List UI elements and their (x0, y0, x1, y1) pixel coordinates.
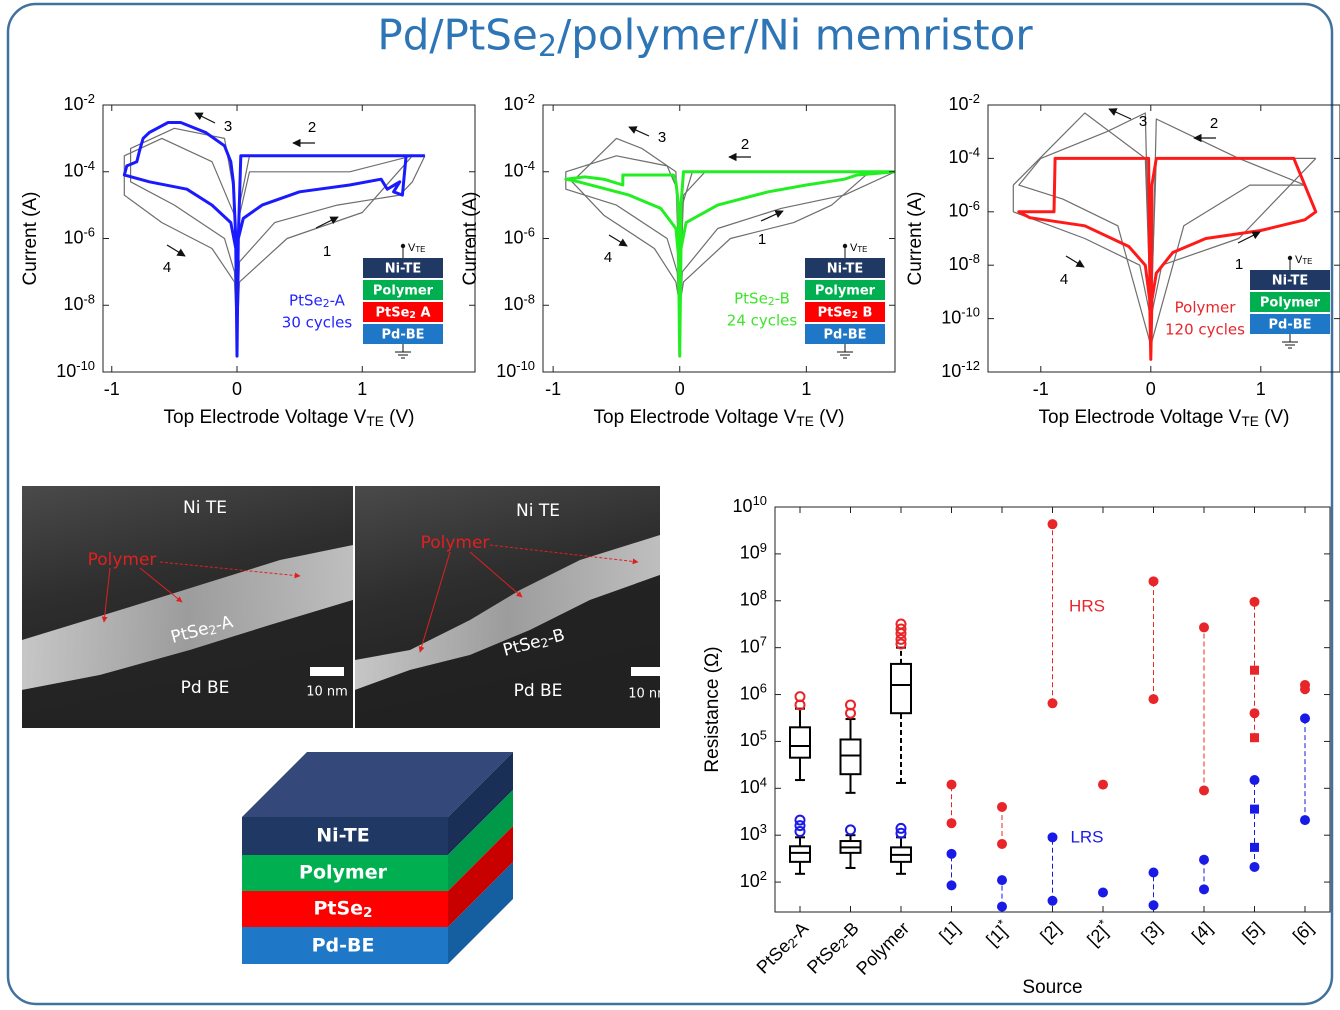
tem-label: Polymer (88, 550, 157, 570)
tem-image: Ni TE Polymer PtSe2-A Pd BE 10 nm (22, 486, 353, 728)
x-tick-label: 0 (232, 379, 242, 399)
inset-layer-label: Pd-BE (823, 328, 866, 343)
scale-bar-label: 10 nm (306, 685, 348, 700)
page-title: Pd/PtSe2/polymer/Ni memristor (377, 11, 1033, 64)
inset-layer-label: Polymer (815, 284, 876, 299)
inset-layer-label: Polymer (1260, 296, 1321, 311)
sample-label: 30 cycles (282, 314, 353, 332)
state-label: LRS (1070, 827, 1103, 846)
point-square (1250, 843, 1259, 852)
point (1098, 780, 1108, 790)
inset-terminal (401, 244, 405, 248)
sweep-number: 3 (658, 129, 666, 146)
point (1149, 900, 1159, 910)
inset-terminal (843, 244, 847, 248)
inset-layer-label: PtSe2 B (818, 306, 873, 322)
point (1048, 519, 1058, 529)
state-label: HRS (1069, 596, 1105, 615)
point (997, 839, 1007, 849)
point (1250, 775, 1260, 785)
point (1300, 684, 1310, 694)
tem-label: Ni TE (183, 498, 227, 518)
inset-layer-label: PtSe2 A (375, 306, 430, 322)
point (947, 818, 957, 828)
point (1149, 694, 1159, 704)
layer-label: Pd-BE (312, 935, 375, 957)
x-tick-label: 1 (1256, 379, 1266, 399)
point (1048, 832, 1058, 842)
layer-label: Polymer (299, 862, 388, 884)
sweep-number: 3 (1139, 113, 1147, 130)
sweep-number: 4 (163, 259, 171, 276)
point (1300, 713, 1310, 723)
x-tick-label: -1 (104, 379, 120, 399)
tem-label: Pd BE (181, 678, 230, 698)
inset-layer-label: Polymer (373, 284, 434, 299)
inset-terminal (1288, 256, 1292, 260)
sample-label: PtSe2-B (734, 290, 790, 309)
point (1250, 708, 1260, 718)
sweep-number: 2 (308, 119, 316, 136)
sweep-number: 4 (1060, 271, 1068, 288)
tem-image: Ni TE Polymer PtSe2-B Pd BE 10 nm (355, 486, 670, 728)
point (1199, 855, 1209, 865)
tem-label: Polymer (421, 533, 490, 553)
point (997, 802, 1007, 812)
point (1300, 815, 1310, 825)
sweep-number: 3 (224, 118, 232, 135)
sample-label: 120 cycles (1165, 321, 1245, 339)
point (997, 875, 1007, 885)
sweep-number: 4 (604, 249, 612, 266)
inset-layer-label: Pd-BE (1268, 318, 1311, 333)
sample-label: 24 cycles (727, 312, 798, 330)
inset-layer-label: Ni-TE (385, 262, 422, 277)
figure: Pd/PtSe2/polymer/Ni memristor Ni TE Poly… (0, 0, 1340, 1010)
tem-label: Pd BE (514, 681, 563, 701)
sweep-number: 1 (323, 243, 331, 260)
device-stack: Ni-TE Polymer PtSe2 Pd-BE (242, 752, 513, 964)
point (947, 880, 957, 890)
y-axis-label: Current (A) (460, 192, 481, 286)
point (1199, 884, 1209, 894)
sample-label: PtSe2-A (289, 292, 346, 311)
y-axis-label: Current (A) (905, 192, 926, 286)
x-tick-label: 1 (357, 379, 367, 399)
point (1149, 868, 1159, 878)
sample-label: Polymer (1175, 299, 1237, 317)
sweep-number: 1 (1235, 256, 1243, 273)
x-tick-label: 0 (1146, 379, 1156, 399)
point (947, 849, 957, 859)
point (1048, 698, 1058, 708)
x-tick-label: 1 (801, 379, 811, 399)
x-tick-label: -1 (1033, 379, 1049, 399)
x-axis-label: Source (1022, 977, 1082, 998)
point (1098, 887, 1108, 897)
sweep-number: 2 (1210, 115, 1218, 132)
x-tick-label: -1 (545, 379, 561, 399)
tem-label: Ni TE (516, 501, 560, 521)
point-square (1250, 805, 1259, 814)
point (1048, 896, 1058, 906)
inset-layer-label: Pd-BE (381, 328, 424, 343)
sweep-number: 2 (741, 136, 749, 153)
point (1149, 576, 1159, 586)
inset-layer-label: Ni-TE (1272, 274, 1309, 289)
x-tick-label: 0 (675, 379, 685, 399)
point (1199, 785, 1209, 795)
point (1250, 597, 1260, 607)
sweep-number: 1 (758, 231, 766, 248)
point (1250, 862, 1260, 872)
point-square (1250, 666, 1259, 675)
point (947, 780, 957, 790)
y-axis-label: Resistance (Ω) (702, 646, 723, 772)
point-square (1250, 733, 1259, 742)
point (997, 902, 1007, 912)
point (1199, 622, 1209, 632)
scale-bar-label: 10 nm (628, 687, 670, 702)
inset-layer-label: Ni-TE (827, 262, 864, 277)
layer-label: Ni-TE (316, 825, 369, 847)
y-axis-label: Current (A) (20, 192, 41, 286)
